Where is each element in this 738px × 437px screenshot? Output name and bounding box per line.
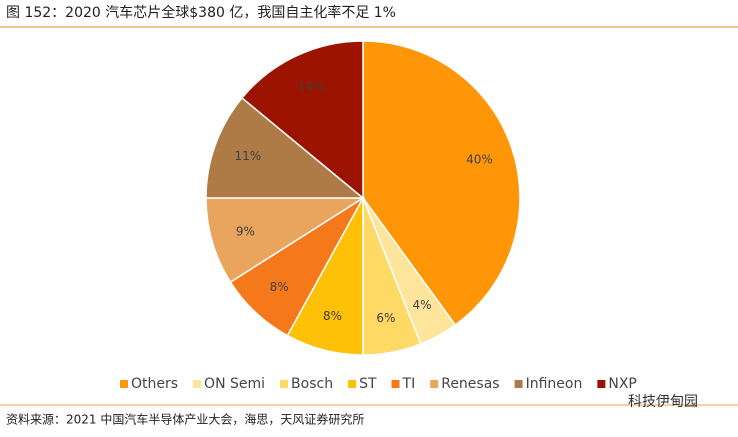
legend-label: Bosch [291, 376, 333, 392]
slice-label: 14% [298, 80, 325, 94]
legend-swatch [280, 380, 289, 388]
legend-swatch [193, 380, 202, 388]
legend-label: ON Semi [204, 376, 265, 392]
legend-label: Renesas [441, 376, 499, 392]
pie-slice [205, 96, 366, 199]
watermark: 科技伊甸园 [628, 394, 698, 410]
legend-label: TI [402, 376, 416, 392]
legend-swatch [514, 380, 523, 388]
figure-title: 图 152：2020 汽车芯片全球$380 亿，我国自主化率不足 1% [6, 4, 396, 21]
slice-label: 9% [236, 225, 255, 239]
slice-label: 11% [234, 149, 261, 163]
pie-slice [240, 40, 364, 200]
slice-label: 6% [376, 311, 395, 325]
source-note: 资料来源：2021 中国汽车半导体产业大会，海思，天风证券研究所 [6, 412, 364, 427]
slice-label: 8% [323, 309, 342, 323]
legend-label: Infineon [526, 376, 583, 392]
pie-slice [205, 197, 366, 284]
legend-swatch [391, 380, 400, 388]
legend-label: ST [359, 376, 377, 392]
legend-label: NXP [608, 376, 637, 392]
legend-label: Others [131, 376, 178, 392]
legend-swatch [120, 380, 128, 388]
pie-slice [362, 40, 521, 327]
slice-label: 4% [412, 298, 431, 312]
slice-label: 8% [270, 280, 289, 294]
legend-swatch [348, 380, 357, 388]
legend-swatch [597, 380, 606, 388]
legend-swatch [430, 380, 439, 388]
slice-label: 40% [466, 153, 493, 167]
